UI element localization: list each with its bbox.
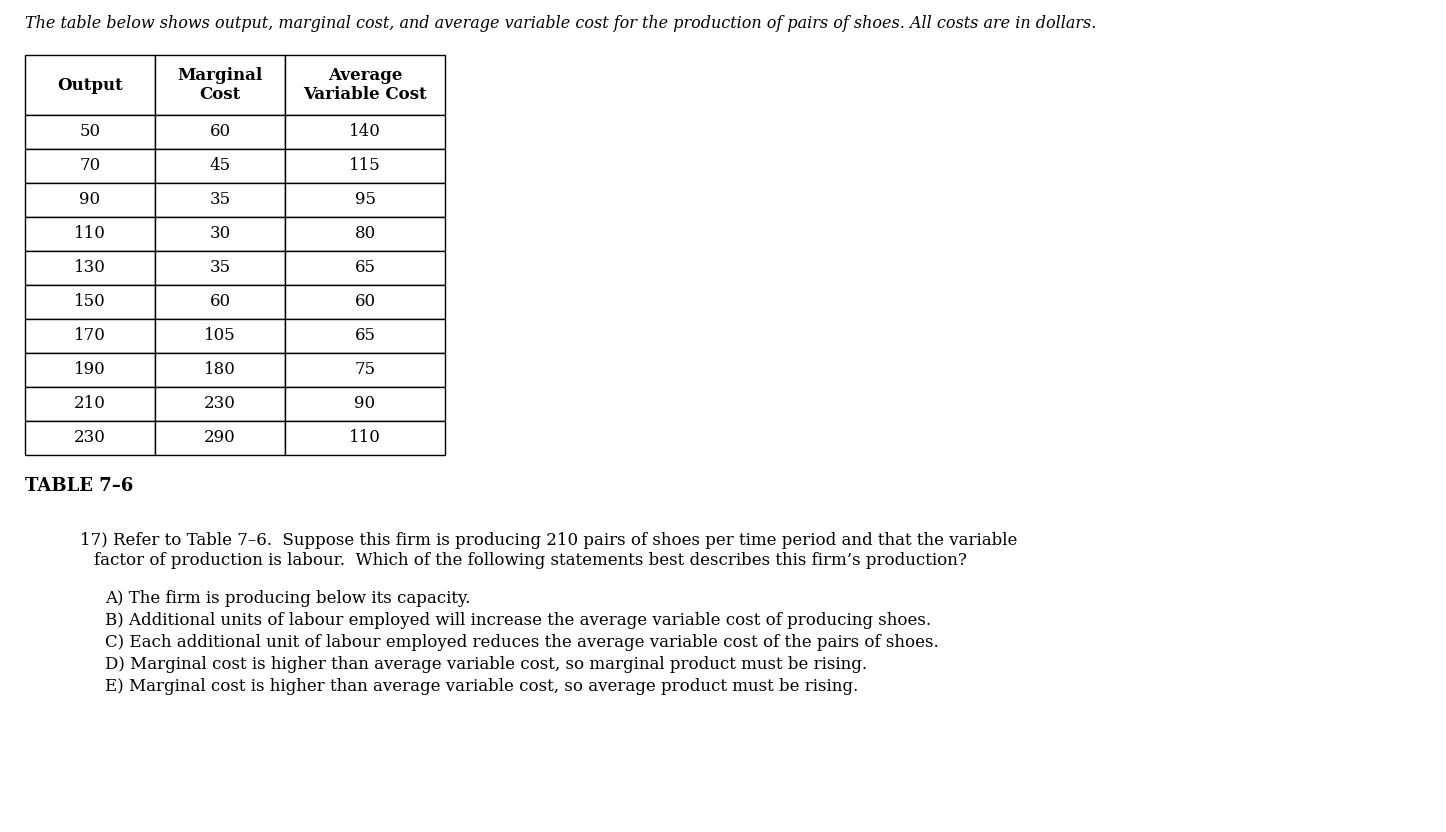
- Bar: [155, 251, 285, 285]
- Text: 30: 30: [210, 225, 230, 242]
- Bar: [25, 387, 155, 421]
- Text: C) Each additional unit of labour employed reduces the average variable cost of : C) Each additional unit of labour employ…: [106, 634, 938, 651]
- Text: 17) Refer to Table 7–6.  Suppose this firm is producing 210 pairs of shoes per t: 17) Refer to Table 7–6. Suppose this fir…: [80, 532, 1018, 549]
- Text: 190: 190: [74, 361, 106, 379]
- Text: E) Marginal cost is higher than average variable cost, so average product must b: E) Marginal cost is higher than average …: [106, 678, 859, 695]
- Text: 180: 180: [204, 361, 236, 379]
- Bar: [285, 285, 445, 319]
- Text: D) Marginal cost is higher than average variable cost, so marginal product must : D) Marginal cost is higher than average …: [106, 656, 868, 673]
- Text: 95: 95: [354, 191, 376, 209]
- Bar: [155, 217, 285, 251]
- Bar: [155, 183, 285, 217]
- Bar: [155, 55, 285, 115]
- Bar: [285, 251, 445, 285]
- Text: 60: 60: [210, 294, 230, 310]
- Text: 150: 150: [74, 294, 106, 310]
- Bar: [25, 319, 155, 353]
- Bar: [155, 149, 285, 183]
- Text: factor of production is labour.  Which of the following statements best describe: factor of production is labour. Which of…: [94, 552, 967, 569]
- Bar: [155, 421, 285, 455]
- Bar: [155, 285, 285, 319]
- Bar: [25, 55, 155, 115]
- Bar: [25, 285, 155, 319]
- Bar: [285, 55, 445, 115]
- Text: 110: 110: [74, 225, 106, 242]
- Text: 115: 115: [348, 157, 380, 175]
- Bar: [285, 115, 445, 149]
- Bar: [285, 149, 445, 183]
- Text: 60: 60: [210, 123, 230, 141]
- Text: 90: 90: [354, 395, 376, 413]
- Text: TABLE 7–6: TABLE 7–6: [25, 477, 133, 495]
- Text: 105: 105: [204, 328, 236, 344]
- Bar: [25, 217, 155, 251]
- Text: 230: 230: [204, 395, 236, 413]
- Text: Marginal
Cost: Marginal Cost: [178, 67, 263, 103]
- Text: 210: 210: [74, 395, 106, 413]
- Text: 80: 80: [354, 225, 376, 242]
- Bar: [25, 421, 155, 455]
- Text: 35: 35: [210, 191, 230, 209]
- Bar: [285, 387, 445, 421]
- Text: Output: Output: [58, 77, 123, 93]
- Text: 35: 35: [210, 260, 230, 276]
- Text: 170: 170: [74, 328, 106, 344]
- Bar: [25, 183, 155, 217]
- Bar: [285, 217, 445, 251]
- Bar: [285, 319, 445, 353]
- Text: B) Additional units of labour employed will increase the average variable cost o: B) Additional units of labour employed w…: [106, 612, 931, 629]
- Text: 90: 90: [80, 191, 101, 209]
- Bar: [25, 251, 155, 285]
- Bar: [155, 115, 285, 149]
- Text: 290: 290: [204, 429, 236, 447]
- Text: 60: 60: [354, 294, 376, 310]
- Text: 45: 45: [210, 157, 230, 175]
- Text: Average
Variable Cost: Average Variable Cost: [304, 67, 427, 103]
- Bar: [25, 353, 155, 387]
- Text: 65: 65: [354, 328, 376, 344]
- Text: 65: 65: [354, 260, 376, 276]
- Bar: [155, 319, 285, 353]
- Bar: [285, 183, 445, 217]
- Bar: [155, 353, 285, 387]
- Text: 230: 230: [74, 429, 106, 447]
- Bar: [155, 387, 285, 421]
- Bar: [25, 115, 155, 149]
- Text: 70: 70: [80, 157, 101, 175]
- Bar: [285, 353, 445, 387]
- Text: A) The firm is producing below its capacity.: A) The firm is producing below its capac…: [106, 590, 470, 607]
- Text: 75: 75: [354, 361, 376, 379]
- Text: 130: 130: [74, 260, 106, 276]
- Text: 50: 50: [80, 123, 101, 141]
- Bar: [285, 421, 445, 455]
- Text: The table below shows output, marginal cost, and average variable cost for the p: The table below shows output, marginal c…: [25, 15, 1096, 32]
- Text: 140: 140: [348, 123, 380, 141]
- Text: 110: 110: [348, 429, 380, 447]
- Bar: [25, 149, 155, 183]
